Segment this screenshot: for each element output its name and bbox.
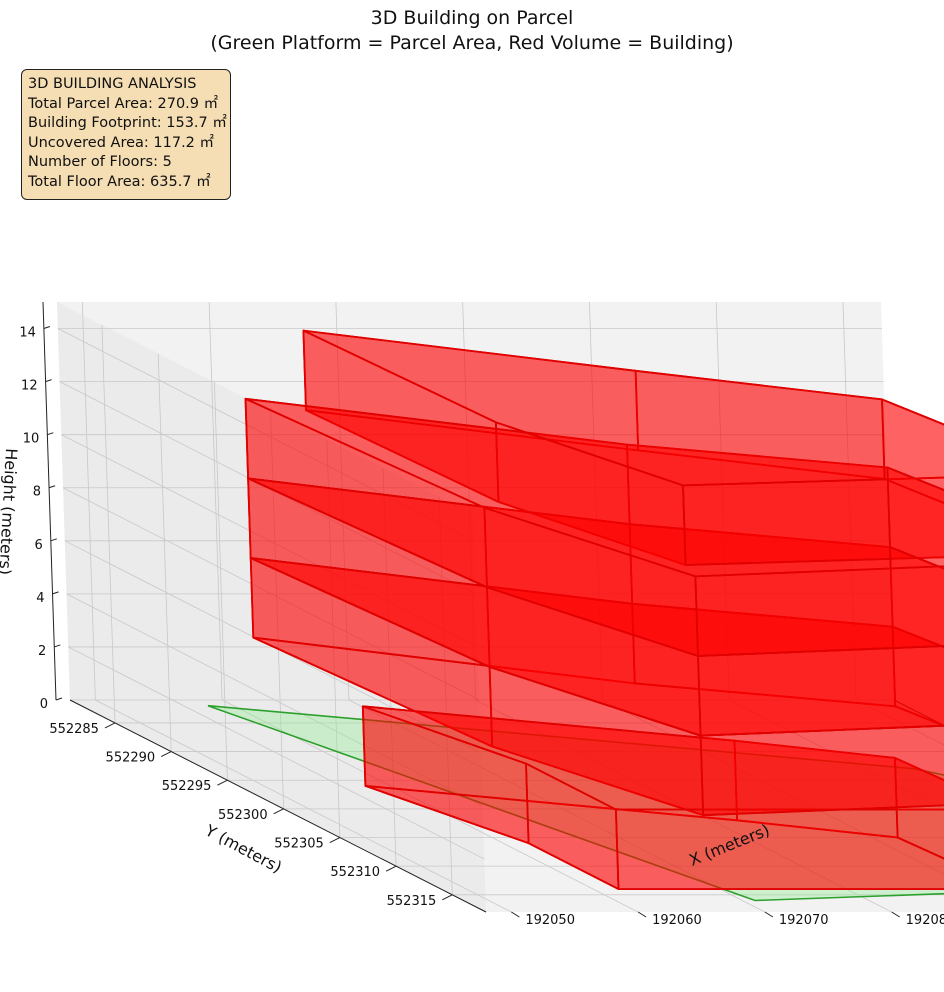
z-tick-mark	[48, 485, 56, 489]
y-tick-mark	[273, 808, 284, 815]
z-gridline-left	[66, 593, 483, 807]
x-tick-mark	[637, 911, 647, 918]
x-gridline-wall	[208, 301, 223, 701]
z-tick-label: 4	[36, 591, 44, 606]
back-left-pane	[57, 302, 486, 912]
x-gridline-wall	[335, 301, 350, 701]
z-tick-mark	[45, 379, 52, 383]
z-tick-mark	[54, 644, 61, 648]
y-gridline-wall	[214, 382, 228, 781]
building-wall-level-5	[682, 476, 944, 566]
z-tick-label: 2	[38, 644, 46, 659]
building-wall-level-4	[886, 466, 944, 570]
info-total-floor-area: Total Floor Area: 635.7 ㎡	[28, 173, 211, 190]
z-gridline-left	[68, 646, 485, 860]
axis-lines	[42, 301, 944, 913]
z-tick-label: 12	[21, 379, 38, 394]
tick-labels: 1920501920601920701920801920901921001921…	[19, 326, 944, 928]
z-tick-mark	[47, 432, 54, 436]
z-gridline-left	[57, 328, 475, 541]
y-tick-label: 552305	[274, 837, 324, 852]
x-gridline-wall	[589, 301, 603, 701]
y-tick-label: 552315	[387, 894, 437, 909]
y-tick-mark	[160, 751, 172, 758]
z-axis-line	[42, 301, 57, 701]
building-roof-level-4	[244, 397, 944, 578]
y-tick-mark	[329, 837, 341, 843]
x-gridline-wall	[715, 301, 730, 701]
info-uncovered-area: Uncovered Area: 117.2 ㎡	[28, 134, 215, 151]
info-number-of-floors: Number of Floors: 5	[28, 154, 172, 171]
x-tick-mark	[511, 911, 520, 918]
y-tick-label: 552300	[218, 808, 268, 823]
z-gridline-left	[61, 434, 478, 648]
y-axis-line	[69, 699, 487, 913]
z-tick-mark	[55, 697, 63, 701]
building-roof-level-5	[302, 329, 944, 487]
geometry	[207, 329, 944, 902]
gridlines	[57, 301, 944, 913]
x-tick-mark	[891, 911, 900, 918]
y-tick-label: 552285	[49, 722, 99, 737]
building-wall-level-4	[694, 565, 944, 657]
building-wall-level-5	[881, 398, 944, 504]
z-tick-label: 6	[35, 538, 43, 553]
y-gridline-wall	[157, 353, 172, 752]
building-roof-level-2	[249, 557, 944, 737]
y-tick-mark	[217, 779, 228, 786]
info-heading: 3D BUILDING ANALYSIS	[28, 76, 197, 92]
x-gridline-floor	[95, 699, 512, 913]
y-gridline-wall	[382, 468, 397, 867]
z-gridline-left	[62, 487, 480, 701]
z-tick-mark	[43, 326, 51, 330]
x-gridline-floor	[855, 699, 944, 746]
y-gridline-wall	[438, 496, 453, 895]
building-wall-level-2	[891, 625, 944, 727]
x-tick-label: 192050	[525, 913, 575, 928]
x-gridline-wall	[842, 301, 857, 701]
y-tick-label: 552295	[162, 779, 212, 794]
z-tick-label: 0	[40, 697, 48, 712]
z-tick-label: 8	[33, 485, 41, 500]
z-axis-label: Height (meters)	[0, 448, 21, 576]
y-tick-mark	[385, 865, 397, 872]
y-tick-label: 552310	[330, 865, 380, 880]
z-tick-mark	[50, 538, 57, 542]
building-roof-level-1	[361, 705, 944, 811]
y-gridline-wall	[101, 324, 116, 723]
chart-title-line2: (Green Platform = Parcel Area, Red Volum…	[210, 32, 734, 54]
y-tick-mark	[442, 894, 453, 901]
building-wall-level-1	[894, 757, 944, 860]
z-tick-label: 14	[19, 326, 36, 341]
building-roof-level-3	[247, 477, 944, 657]
building-wall-level-3	[889, 546, 944, 649]
parcel-platform	[207, 704, 944, 902]
y-tick-label: 552290	[106, 751, 156, 766]
info-total-parcel-area: Total Parcel Area: 270.9 ㎡	[28, 95, 219, 112]
y-gridline-wall	[326, 439, 341, 838]
x-tick-mark	[764, 911, 774, 918]
y-gridline-wall	[270, 410, 285, 809]
x-gridline-floor	[348, 699, 766, 913]
y-tick-mark	[104, 722, 116, 729]
chart-title-line1: 3D Building on Parcel	[370, 7, 574, 29]
z-tick-label: 10	[23, 432, 40, 447]
z-tick-mark	[52, 591, 59, 595]
info-box: 3D BUILDING ANALYSIS Total Parcel Area: …	[21, 69, 231, 200]
building-wall-level-1	[615, 808, 944, 890]
x-tick-label: 192070	[779, 913, 829, 928]
info-building-footprint: Building Footprint: 153.7 ㎡	[28, 115, 227, 132]
y-axis-label: Y (meters)	[201, 820, 285, 877]
x-tick-label: 192080	[906, 913, 944, 928]
x-tick-label: 192060	[652, 913, 702, 928]
